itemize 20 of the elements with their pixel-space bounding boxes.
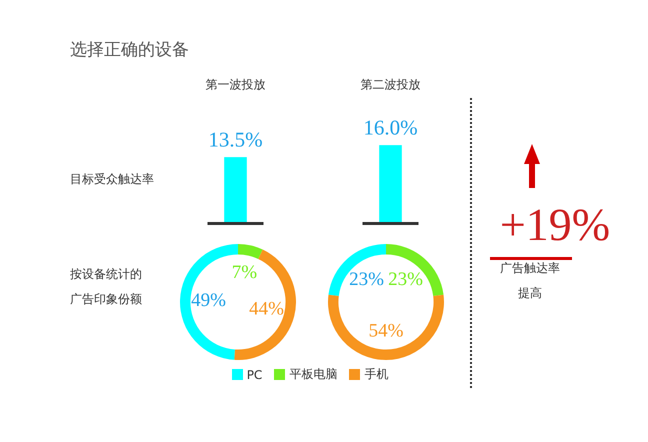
data-label: 23%: [349, 268, 384, 290]
text: 按设备统计的: [70, 266, 142, 283]
data-label: 16.0%: [363, 115, 418, 140]
text: 广告触达率: [499, 260, 561, 277]
text: 提高: [517, 285, 543, 302]
data-label: 44%: [249, 298, 284, 320]
y-axis-title: 目标受众触达率: [70, 171, 154, 188]
legend-label: 手机: [363, 366, 388, 383]
data-label: 7%: [232, 262, 258, 284]
x-tick-label: 第一波投放: [206, 77, 266, 92]
text: +19%: [498, 198, 612, 251]
x-tick-label: 第二波投放: [360, 77, 420, 92]
legend-label: 平板电脑: [288, 366, 338, 383]
legend-label: PC: [246, 366, 262, 383]
data-label: 49%: [191, 290, 226, 312]
text: 广告印象份额: [70, 291, 142, 308]
data-label: 13.5%: [208, 127, 263, 152]
data-label: 23%: [388, 268, 424, 290]
chart-title: 选择正确的设备: [70, 39, 189, 61]
data-label: 54%: [368, 320, 404, 342]
